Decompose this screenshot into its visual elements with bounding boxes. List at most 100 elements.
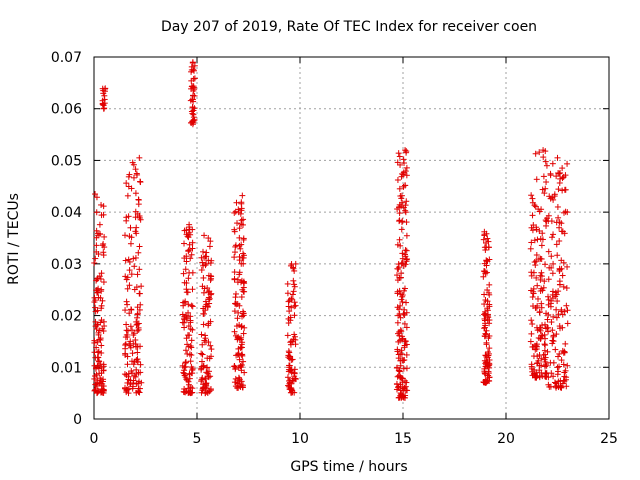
data-point <box>534 236 541 243</box>
data-point <box>189 245 196 252</box>
data-point <box>545 212 552 219</box>
data-point <box>562 367 569 374</box>
data-point <box>289 356 296 363</box>
data-point <box>183 335 190 342</box>
data-point <box>191 92 198 99</box>
data-point <box>556 179 563 186</box>
data-point <box>235 309 242 316</box>
data-point <box>483 378 490 385</box>
data-point <box>100 105 107 112</box>
data-point <box>401 251 408 258</box>
data-point <box>185 309 192 316</box>
data-point <box>123 276 130 283</box>
data-point <box>206 295 213 302</box>
data-point <box>402 207 409 214</box>
data-point <box>91 362 98 369</box>
data-point <box>185 275 192 282</box>
data-point <box>205 289 212 296</box>
data-point <box>401 337 408 344</box>
data-point <box>238 241 245 248</box>
data-point <box>124 285 131 292</box>
data-point <box>483 353 490 360</box>
data-point <box>558 257 565 264</box>
data-point <box>132 214 139 221</box>
data-point <box>481 324 488 331</box>
data-point <box>485 244 492 251</box>
data-point <box>393 381 400 388</box>
data-point <box>199 341 206 348</box>
data-point <box>403 149 410 156</box>
data-point <box>199 358 206 365</box>
data-point <box>94 307 101 314</box>
data-point <box>134 314 141 321</box>
data-point <box>94 389 101 396</box>
data-point <box>549 270 556 277</box>
data-point <box>123 386 130 393</box>
data-point <box>91 339 98 346</box>
data-point <box>536 374 543 381</box>
data-point <box>240 235 247 242</box>
data-point <box>399 298 406 305</box>
data-point <box>533 251 540 258</box>
data-point <box>403 247 410 254</box>
data-point <box>554 203 561 210</box>
data-point <box>231 254 238 261</box>
data-point <box>533 274 540 281</box>
data-point <box>130 161 137 168</box>
data-point <box>239 339 246 346</box>
data-point <box>240 358 247 365</box>
data-point <box>544 324 551 331</box>
data-point <box>126 341 133 348</box>
data-point <box>542 158 549 165</box>
data-point <box>238 364 245 371</box>
data-point <box>241 369 248 376</box>
data-point <box>403 351 410 358</box>
data-point <box>188 337 195 344</box>
data-point <box>99 325 106 332</box>
data-point <box>553 331 560 338</box>
data-point <box>208 346 215 353</box>
data-point <box>137 179 144 186</box>
data-point <box>95 331 102 338</box>
data-point <box>284 332 291 339</box>
chart-title: Day 207 of 2019, Rate Of TEC Index for r… <box>161 19 537 35</box>
data-point <box>481 301 488 308</box>
data-point <box>202 335 209 342</box>
data-point <box>537 272 544 279</box>
data-point <box>124 379 131 386</box>
data-point <box>203 260 210 267</box>
data-point <box>124 301 131 308</box>
data-point <box>136 290 143 297</box>
data-point <box>99 97 106 104</box>
data-point <box>557 325 564 332</box>
data-point <box>135 196 142 203</box>
data-point <box>130 332 137 339</box>
data-point <box>402 147 409 154</box>
data-point <box>559 175 566 182</box>
data-point <box>133 170 140 177</box>
data-point <box>101 92 108 99</box>
data-point <box>486 345 493 352</box>
data-point <box>200 321 207 328</box>
data-point <box>91 259 98 266</box>
data-point <box>481 325 488 332</box>
data-point <box>207 342 214 349</box>
data-point <box>543 222 550 229</box>
data-point <box>400 171 407 178</box>
data-point <box>556 268 563 275</box>
data-point <box>203 389 210 396</box>
data-point <box>403 198 410 205</box>
data-point <box>132 341 139 348</box>
data-point <box>538 269 545 276</box>
data-point <box>185 248 192 255</box>
data-point <box>290 288 297 295</box>
data-point <box>484 348 491 355</box>
data-point <box>533 176 540 183</box>
data-point <box>232 300 239 307</box>
data-point <box>401 182 408 189</box>
data-point <box>556 237 563 244</box>
data-point <box>95 388 102 395</box>
data-point <box>486 374 493 381</box>
data-point <box>549 234 556 241</box>
